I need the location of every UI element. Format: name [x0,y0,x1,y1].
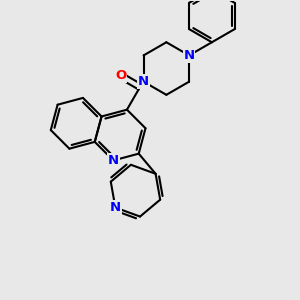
Text: N: N [184,49,195,62]
Text: O: O [115,69,126,82]
Text: N: N [110,201,121,214]
Text: N: N [108,154,119,167]
Text: N: N [138,75,149,88]
